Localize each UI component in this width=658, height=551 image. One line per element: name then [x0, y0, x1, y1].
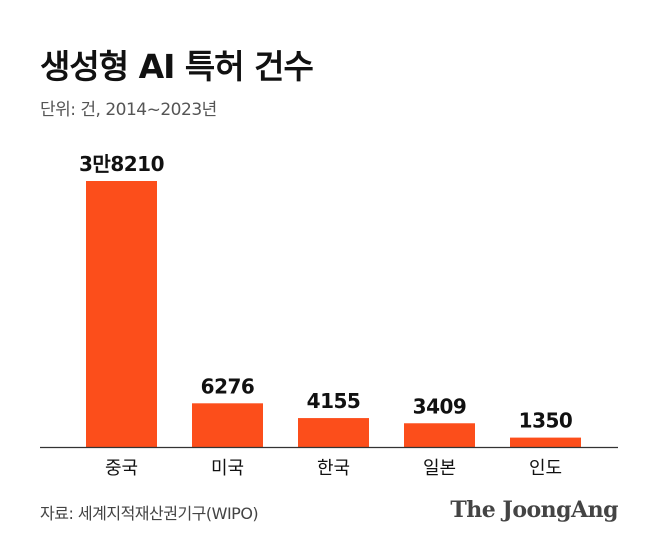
category-label-4: 일본: [423, 458, 456, 479]
bar-3: [298, 418, 369, 447]
data-label-5: 1350: [519, 409, 573, 433]
chart-title: 생성형 AI 특허 건수: [40, 47, 314, 86]
bar-4: [404, 423, 475, 447]
bar-1: [86, 181, 157, 447]
category-label-1: 중국: [105, 458, 138, 479]
publisher-logo: The JoongAng: [450, 497, 618, 523]
data-label-2: 6276: [201, 374, 255, 398]
source-note: 자료: 세계지적재산권기구(WIPO): [40, 504, 259, 523]
chart-unit-note: 단위: 건, 2014~2023년: [40, 100, 217, 120]
data-label-1: 3만8210: [79, 152, 164, 176]
data-label-4: 3409: [413, 394, 467, 418]
category-label-5: 인도: [529, 458, 562, 479]
bar-5: [510, 437, 581, 447]
bar-2: [192, 403, 263, 447]
category-label-2: 미국: [211, 458, 244, 479]
category-label-3: 한국: [317, 458, 350, 479]
data-label-3: 4155: [307, 389, 361, 413]
